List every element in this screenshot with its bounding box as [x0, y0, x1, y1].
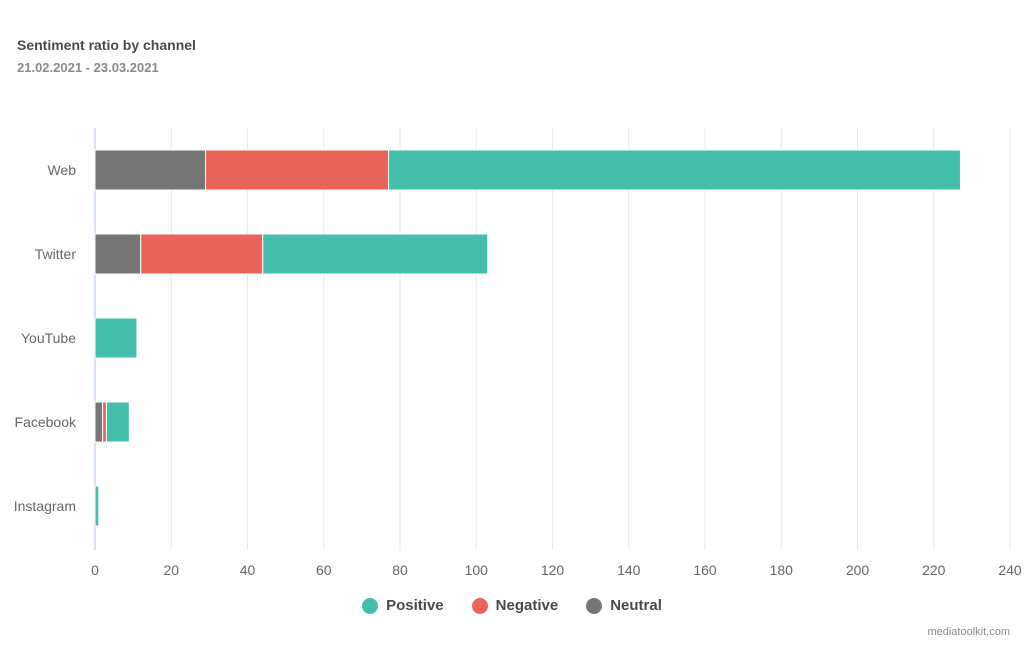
bar-facebook-neutral[interactable] [94, 401, 104, 443]
bar-web-negative[interactable] [205, 149, 390, 191]
legend: Positive Negative Neutral [0, 597, 1024, 614]
bar-twitter-negative[interactable] [140, 233, 264, 275]
x-tick-label: 20 [163, 562, 179, 578]
bar-youtube-positive[interactable] [94, 317, 138, 359]
category-label-web: Web [47, 162, 76, 178]
legend-item-neutral[interactable]: Neutral [586, 597, 662, 614]
x-tick-label: 240 [998, 562, 1022, 578]
negative-dot-icon [471, 597, 488, 614]
category-label-twitter: Twitter [35, 246, 77, 262]
bar-facebook-negative[interactable] [102, 401, 107, 443]
category-label-facebook: Facebook [15, 414, 77, 430]
chart-title: Sentiment ratio by channel [17, 37, 196, 53]
x-tick-label: 120 [541, 562, 565, 578]
x-tick-label: 160 [693, 562, 717, 578]
bar-facebook-positive[interactable] [105, 401, 130, 443]
category-labels: Web Twitter YouTube Facebook Instagram [14, 162, 77, 514]
grid-lines [94, 128, 1011, 550]
x-tick-label: 220 [922, 562, 946, 578]
credit-text[interactable]: mediatoolkit.com [927, 626, 1010, 638]
positive-dot-icon [362, 597, 379, 614]
x-tick-label: 80 [392, 562, 408, 578]
bar-instagram-positive[interactable] [94, 485, 100, 527]
legend-item-negative[interactable]: Negative [471, 597, 559, 614]
bars [94, 149, 961, 527]
x-tick-label: 40 [240, 562, 256, 578]
bar-chart: Web Twitter YouTube Facebook Instagram 0 20 40… [14, 128, 1022, 578]
category-label-youtube: YouTube [21, 330, 76, 346]
bar-twitter-positive[interactable] [262, 233, 489, 275]
bar-twitter-neutral[interactable] [94, 233, 142, 275]
chart-date-range: 21.02.2021 - 23.03.2021 [17, 60, 159, 75]
x-tick-label: 0 [91, 562, 99, 578]
x-tick-label: 200 [846, 562, 870, 578]
bar-web-positive[interactable] [388, 149, 961, 191]
x-tick-label: 140 [617, 562, 641, 578]
legend-item-positive[interactable]: Positive [362, 597, 444, 614]
x-axis-ticks: 0 20 40 60 80 100 120 140 160 180 200 220 240 [91, 562, 1022, 578]
legend-label-negative: Negative [495, 597, 559, 614]
x-tick-label: 60 [316, 562, 332, 578]
x-tick-label: 180 [770, 562, 794, 578]
x-tick-label: 100 [465, 562, 489, 578]
category-label-instagram: Instagram [14, 498, 76, 514]
legend-label-positive: Positive [386, 597, 444, 614]
neutral-dot-icon [586, 597, 603, 614]
bar-web-neutral[interactable] [94, 149, 207, 191]
legend-label-neutral: Neutral [610, 597, 662, 614]
